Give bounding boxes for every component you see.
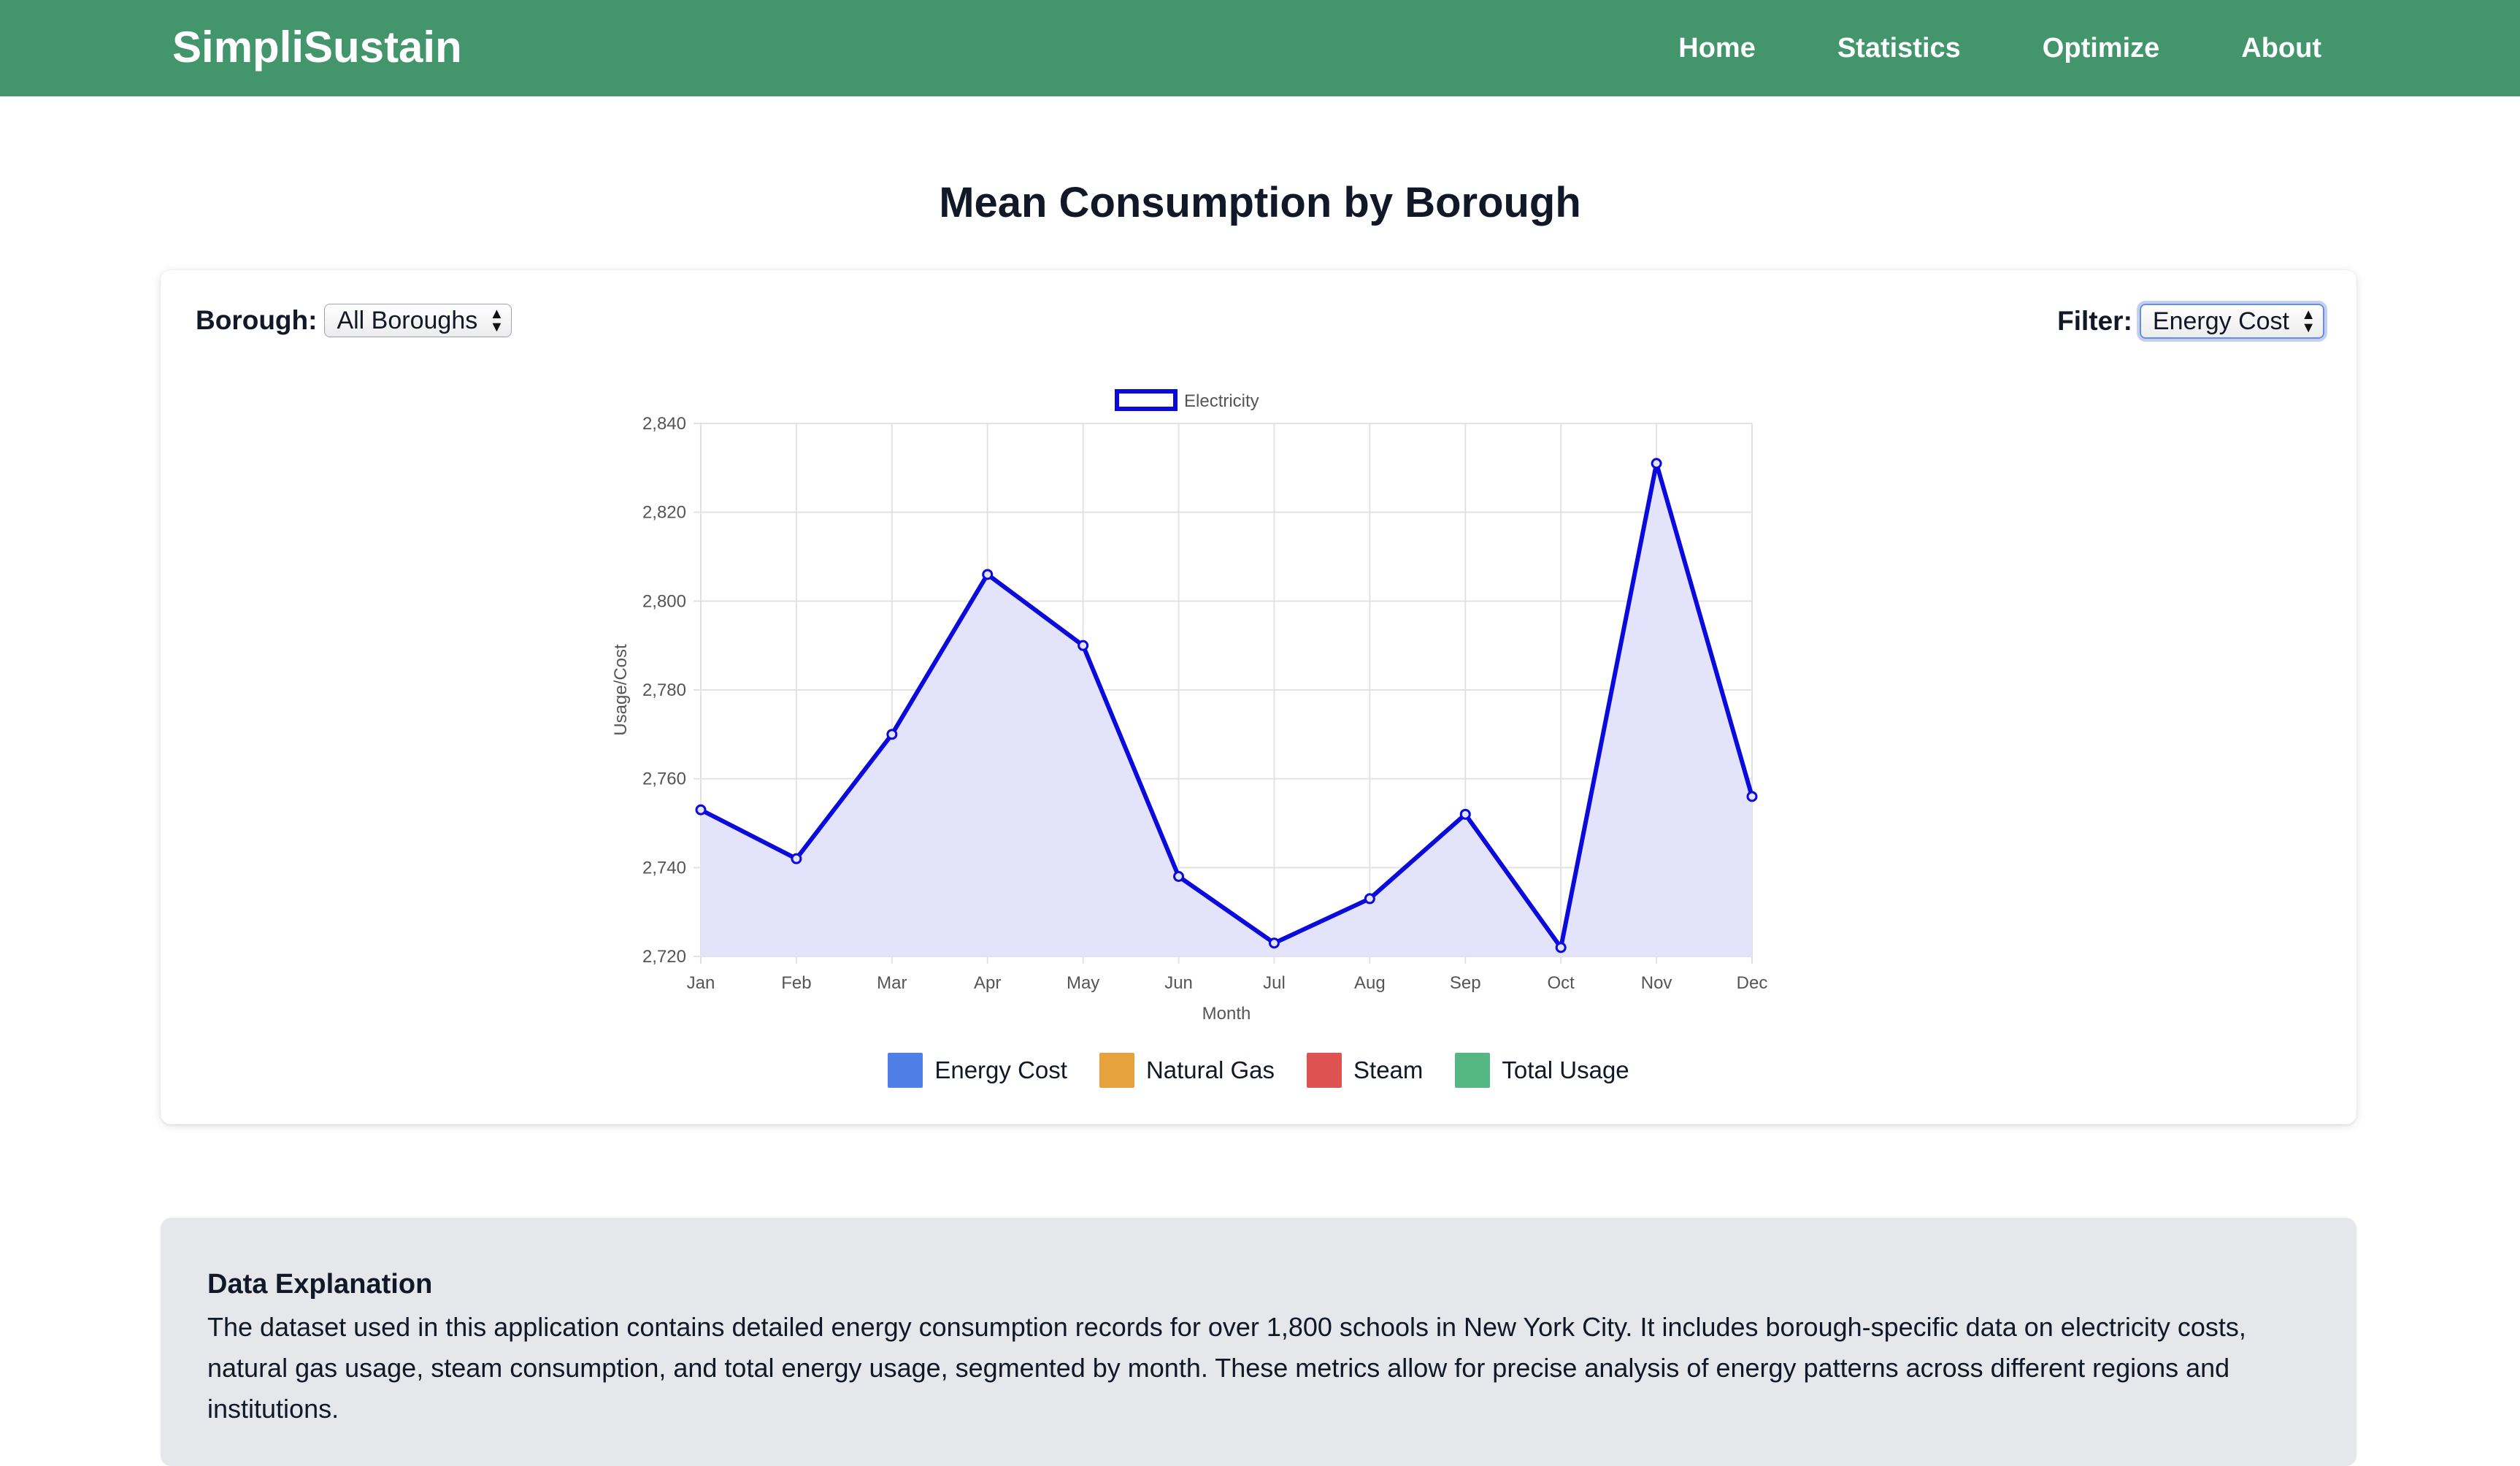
y-tick-label: 2,720 bbox=[642, 947, 686, 967]
data-point bbox=[1746, 791, 1758, 802]
brand-logo[interactable]: SimpliSustain bbox=[172, 23, 462, 72]
legend-swatch bbox=[1099, 1053, 1134, 1088]
y-tick-label: 2,760 bbox=[642, 770, 686, 789]
nav-link-optimize[interactable]: Optimize bbox=[2042, 32, 2160, 64]
filter-control: Filter: Energy Cost ▲ ▼ bbox=[2057, 304, 2324, 339]
x-tick-label: Jun bbox=[1164, 973, 1193, 993]
nav-links: Home Statistics Optimize About bbox=[1678, 0, 2321, 96]
filter-select-value: Energy Cost bbox=[2152, 307, 2289, 335]
legend-label-electricity: Electricity bbox=[1184, 391, 1259, 411]
borough-control: Borough: All Boroughs ▲ ▼ bbox=[196, 304, 512, 337]
legend-label: Energy Cost bbox=[934, 1056, 1067, 1083]
data-point bbox=[1268, 937, 1280, 949]
legend-swatch bbox=[1455, 1053, 1491, 1088]
explanation-text: The dataset used in this application con… bbox=[207, 1312, 2246, 1424]
y-tick-label: 2,840 bbox=[642, 414, 686, 434]
data-point bbox=[982, 569, 994, 580]
legend-label: Natural Gas bbox=[1145, 1056, 1275, 1083]
y-axis-title: Usage/Cost bbox=[611, 644, 631, 736]
nav-link-statistics[interactable]: Statistics bbox=[1837, 32, 1961, 64]
borough-select-value: All Boroughs bbox=[337, 306, 478, 334]
legend-item-energy-cost[interactable]: Energy Cost bbox=[888, 1053, 1067, 1088]
x-tick-label: Nov bbox=[1641, 973, 1672, 993]
data-point bbox=[791, 853, 802, 864]
legend-label: Total Usage bbox=[1502, 1056, 1629, 1083]
x-tick-label: Dec bbox=[1737, 973, 1768, 993]
x-tick-label: Mar bbox=[877, 973, 907, 993]
y-tick-label: 2,740 bbox=[642, 858, 686, 878]
y-tick-label: 2,780 bbox=[642, 680, 686, 700]
data-point bbox=[1077, 640, 1089, 651]
data-point bbox=[1459, 808, 1471, 820]
data-explanation-card: Data Explanation The dataset used in thi… bbox=[161, 1218, 2356, 1466]
legend-swatch bbox=[888, 1053, 923, 1088]
select-arrows-icon: ▲ ▼ bbox=[489, 306, 504, 335]
x-tick-label: Jan bbox=[687, 973, 715, 993]
data-point bbox=[1173, 871, 1185, 882]
legend-label: Steam bbox=[1353, 1056, 1424, 1083]
filter-select[interactable]: Energy Cost ▲ ▼ bbox=[2139, 304, 2324, 339]
x-tick-label: Feb bbox=[781, 973, 811, 993]
series-area-fill bbox=[701, 463, 1752, 956]
filter-label: Filter: bbox=[2057, 306, 2132, 336]
y-tick-label: 2,800 bbox=[642, 591, 686, 611]
borough-label: Borough: bbox=[196, 305, 318, 335]
nav-link-about[interactable]: About bbox=[2241, 32, 2321, 64]
x-tick-label: Apr bbox=[974, 973, 1001, 993]
select-arrows-icon: ▲ ▼ bbox=[2301, 307, 2316, 336]
explanation-title: Data Explanation bbox=[207, 1269, 433, 1300]
x-tick-label: Oct bbox=[1548, 973, 1575, 993]
page-title: Mean Consumption by Borough bbox=[939, 179, 1581, 226]
x-tick-label: Sep bbox=[1450, 973, 1481, 993]
series-line-electricity bbox=[699, 461, 1754, 950]
legend-swatch-electricity bbox=[1115, 389, 1178, 411]
data-point bbox=[695, 804, 707, 815]
x-tick-label: Aug bbox=[1354, 973, 1386, 993]
chart-card: Borough: All Boroughs ▲ ▼ Filter: Energy … bbox=[161, 270, 2356, 1124]
legend-item-steam[interactable]: Steam bbox=[1307, 1053, 1423, 1088]
data-point bbox=[1651, 458, 1662, 469]
legend-swatch bbox=[1307, 1053, 1342, 1088]
x-tick-label: May bbox=[1067, 973, 1099, 993]
data-point bbox=[1555, 942, 1567, 953]
top-navbar: SimpliSustain Home Statistics Optimize A… bbox=[0, 0, 2520, 96]
line-chart: 2,720 2,740 2,760 2,780 2,800 2,820 2,840 Jan Fe… bbox=[611, 389, 1768, 1024]
category-legend: Energy Cost Natural Gas Steam Total Usag… bbox=[161, 1053, 2356, 1088]
y-tick-label: 2,820 bbox=[642, 503, 686, 523]
x-axis-title: Month bbox=[1202, 1004, 1251, 1024]
nav-link-home[interactable]: Home bbox=[1678, 32, 1756, 64]
legend-item-natural-gas[interactable]: Natural Gas bbox=[1099, 1053, 1275, 1088]
x-tick-label: Jul bbox=[1263, 973, 1286, 993]
data-point bbox=[1364, 893, 1375, 905]
legend-item-total-usage[interactable]: Total Usage bbox=[1455, 1053, 1629, 1088]
data-point bbox=[886, 729, 898, 740]
borough-select[interactable]: All Boroughs ▲ ▼ bbox=[324, 304, 512, 337]
